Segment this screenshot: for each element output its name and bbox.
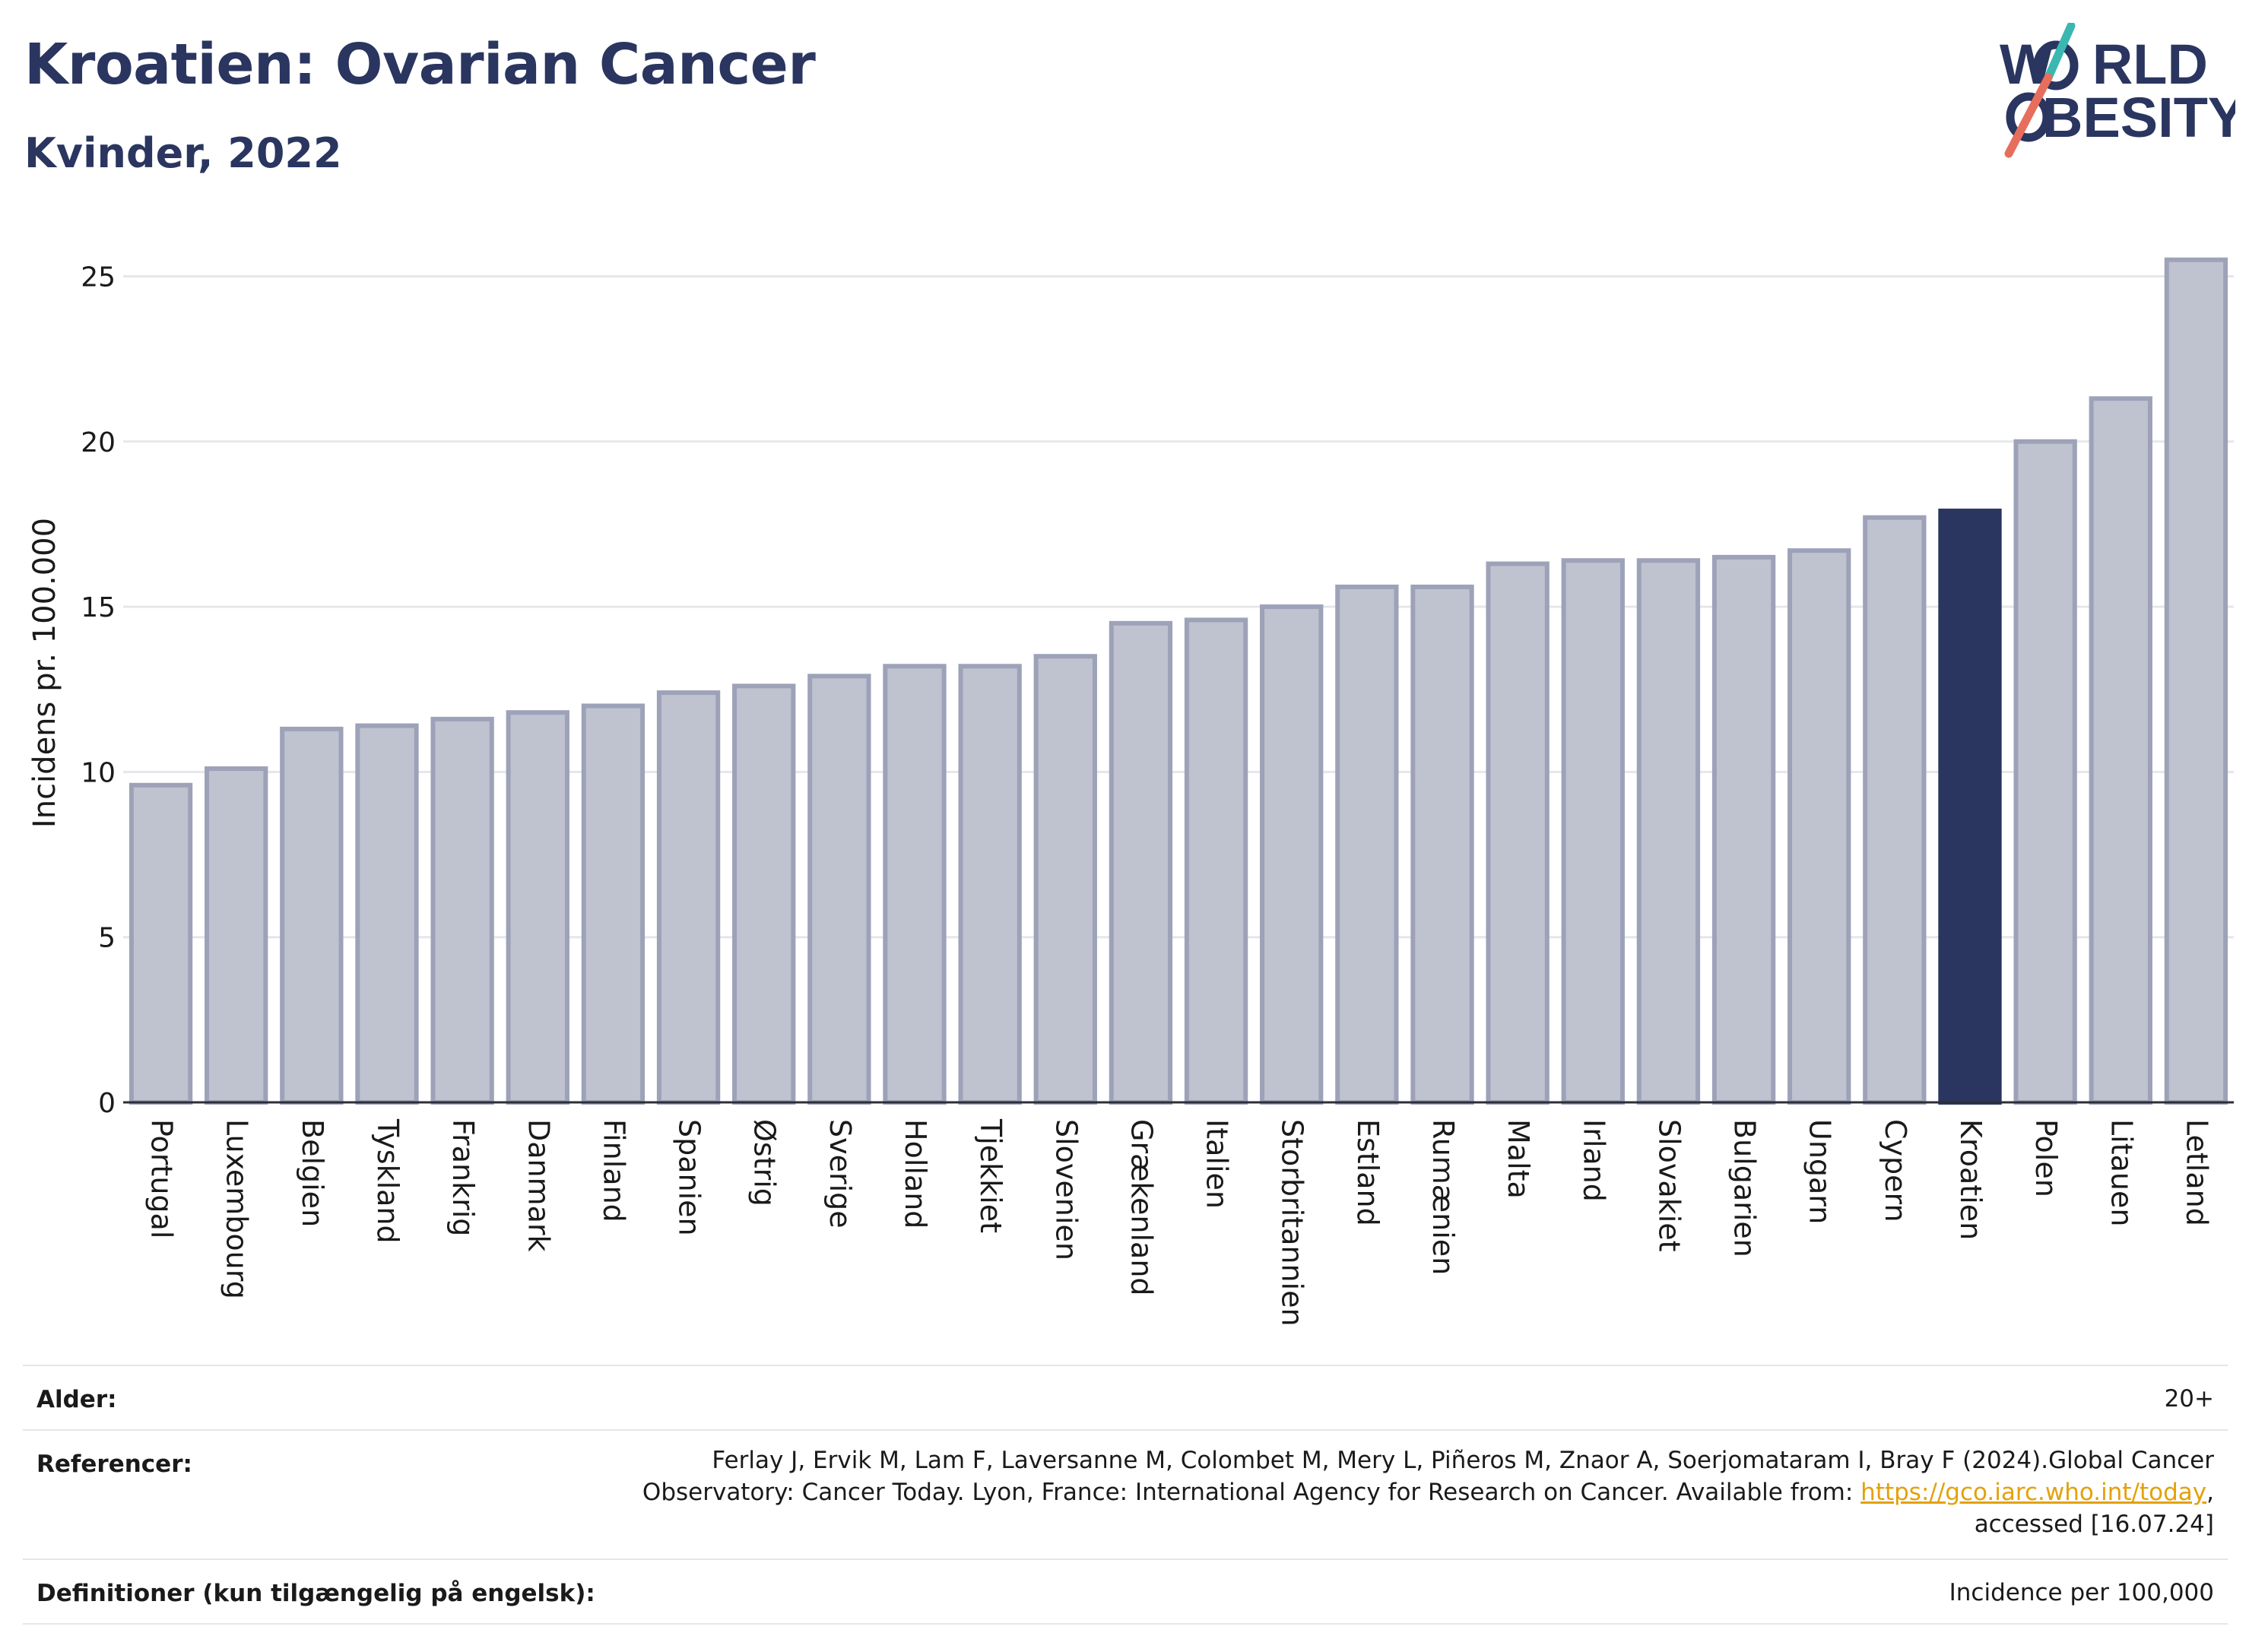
references-line-2-end: , [2206,1479,2214,1506]
x-tick-label: Rumænien [1426,1119,1460,1275]
bar-frankrig [430,716,494,1105]
x-tick-label: Kroatien [1954,1119,1987,1240]
x-tick-label: Litauen [2105,1119,2138,1226]
definitions-label: Definitioner (kun tilgængelig på engelsk… [36,1580,595,1607]
bar-grækenland [1109,620,1173,1105]
references-row: Referencer: Ferlay J, Ervik M, Lam F, La… [23,1429,2228,1560]
x-tick-label: Slovenien [1049,1119,1083,1260]
x-tick-label: Cypern [1879,1119,1912,1222]
x-tick-label: Finland [597,1119,630,1222]
x-tick-label: Letland [2180,1119,2213,1226]
age-row: Alder: 20+ [23,1365,2228,1431]
bar-polen [2013,439,2077,1105]
bar-slovenien [1033,654,1097,1105]
bar-holland [883,664,947,1105]
age-label: Alder: [36,1386,117,1413]
bars [128,257,2228,1105]
bar-tjekkiet [958,664,1022,1105]
x-axis-labels: Portugal Luxembourg Belgien Tyskland Frankri… [145,1118,2214,1327]
bar-estland [1335,585,1399,1105]
bar-spanien [656,690,721,1105]
x-tick-label: Frankrig [446,1119,480,1236]
y-tick-label: 25 [81,262,116,293]
bar-ungarn [1787,548,1851,1105]
x-tick-label: Bulgarien [1728,1119,1762,1257]
bar-østrig [732,683,796,1105]
x-tick-label: Storbritannien [1276,1119,1309,1327]
bar-luxembourg [205,766,268,1105]
bar-cypern [1863,515,1927,1105]
x-tick-label: Slovakiet [1652,1119,1686,1252]
bar-tyskland [355,723,419,1105]
x-tick-label: Belgien [296,1119,329,1227]
world-obesity-logo: W RLD BESITY [2000,23,2235,158]
bar-litauen [2089,396,2152,1105]
x-tick-label: Tjekkiet [974,1118,1007,1233]
y-axis-ticks: 0 5 10 15 20 25 [81,262,116,1119]
definitions-row: Definitioner (kun tilgængelig på engelsk… [23,1558,2228,1625]
x-tick-label: Ungarn [1803,1119,1837,1224]
table-bottom-border [23,1623,2228,1625]
metadata-table: Alder: 20+ Referencer: Ferlay J, Ervik M… [23,1365,2228,1627]
references-link[interactable]: https://gco.iarc.who.int/today [1860,1479,2207,1506]
bar-irland [1561,558,1625,1105]
definitions-value: Incidence per 100,000 [1949,1579,2214,1606]
x-tick-label: Østrig [748,1119,782,1206]
bar-belgien [280,726,344,1105]
bar-portugal [128,782,193,1105]
y-tick-label: 5 [98,923,116,954]
x-tick-label: Italien [1201,1119,1234,1209]
references-line-1: Ferlay J, Ervik M, Lam F, Laversanne M, … [712,1447,2214,1474]
bar-rumænien [1410,585,1474,1105]
x-tick-label: Holland [899,1119,932,1229]
bar-letland [2164,257,2228,1105]
page-title: Kroatien: Ovarian Cancer [24,32,816,97]
bar-slovakiet [1636,558,1701,1105]
x-tick-label: Sverige [823,1119,857,1229]
bar-finland [581,703,646,1105]
bar-bulgarien [1711,554,1776,1105]
x-tick-label: Luxembourg [220,1119,254,1299]
bar-storbritannien [1260,604,1324,1105]
x-tick-label: Tyskland [371,1118,404,1244]
y-tick-label: 20 [81,427,116,458]
references-value: Ferlay J, Ervik M, Lam F, Laversanne M, … [642,1444,2214,1540]
x-tick-label: Spanien [673,1119,706,1236]
y-axis-label: Incidens pr. 100.000 [27,518,62,828]
x-tick-label: Malta [1502,1119,1535,1199]
x-tick-label: Estland [1351,1119,1385,1226]
references-line-2-text: Observatory: Cancer Today. Lyon, France:… [642,1479,1861,1506]
references-label: Referencer: [36,1451,192,1478]
x-tick-label: Irland [1577,1119,1610,1202]
y-tick-label: 0 [98,1088,116,1119]
y-tick-label: 10 [81,757,116,788]
logo-besity: BESITY [2042,86,2235,149]
age-value: 20+ [2164,1385,2214,1413]
bar-danmark [506,710,569,1105]
bar-chart: 0 5 10 15 20 25 Portugal Luxembourg Belgien Tysk… [27,257,2234,1327]
x-tick-label: Polen [2029,1119,2063,1197]
x-tick-label: Danmark [522,1119,555,1252]
bar-malta [1486,561,1550,1105]
logo-rld: RLD [2092,33,2208,96]
bar-kroatien [1938,509,2002,1105]
references-line-2: Observatory: Cancer Today. Lyon, France:… [642,1476,2214,1508]
bar-sverige [807,674,871,1105]
bar-italien [1184,617,1248,1105]
y-tick-label: 15 [81,592,116,623]
x-tick-label: Portugal [145,1119,179,1238]
page-subtitle: Kvinder, 2022 [24,129,342,177]
x-tick-label: Grækenland [1124,1119,1158,1296]
references-line-3: accessed [16.07.24] [1974,1511,2214,1538]
